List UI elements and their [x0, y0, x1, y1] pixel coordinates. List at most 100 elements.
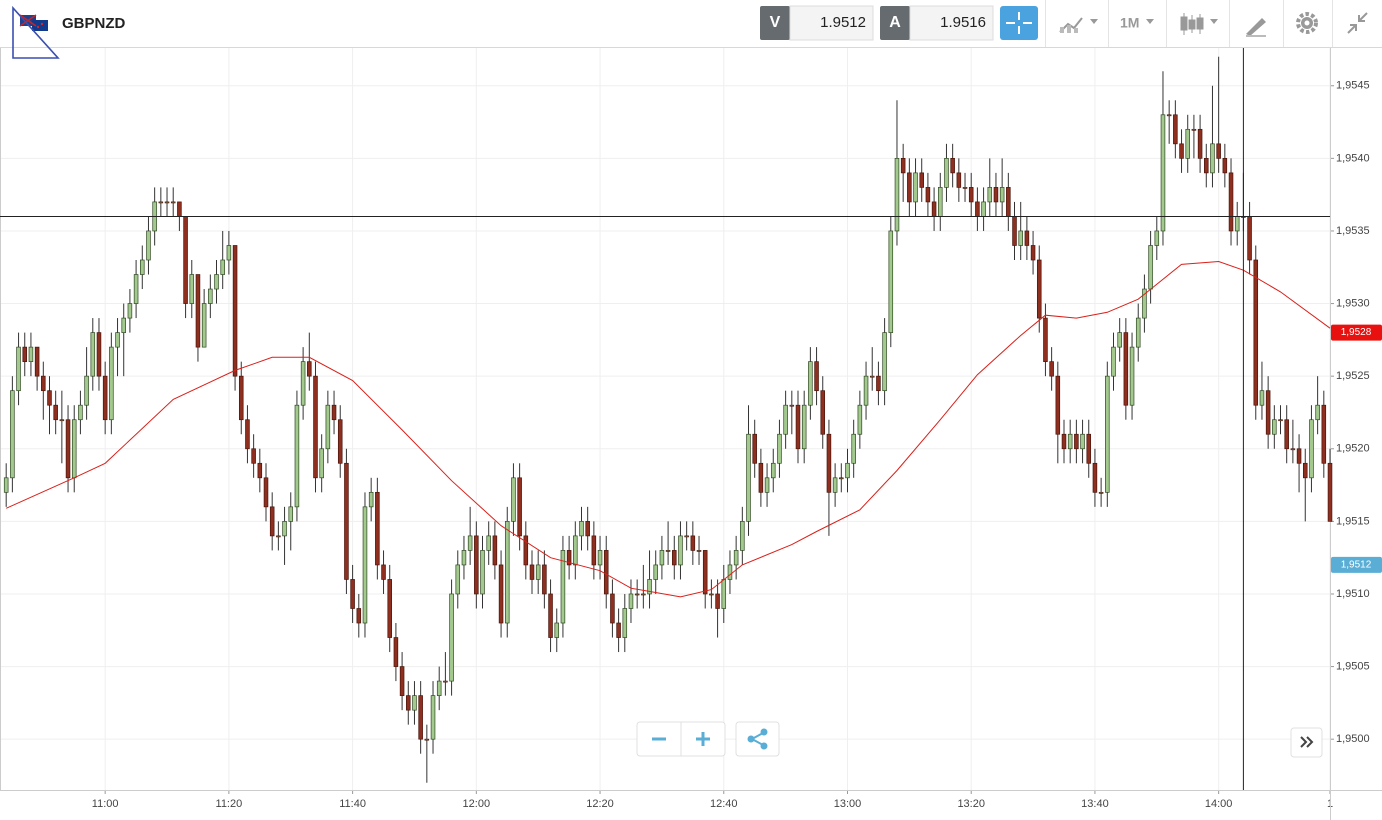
candle-body [381, 564, 386, 580]
candle-body [455, 564, 461, 595]
candle-body [628, 593, 634, 609]
y-tick-label: 1,9540 [1336, 152, 1370, 164]
candle-body [851, 433, 856, 464]
candle-body [869, 375, 875, 378]
candle-body [1321, 404, 1327, 464]
candle-body [832, 477, 838, 493]
bid-badge [760, 6, 790, 40]
candle-body [900, 158, 906, 174]
bid-box[interactable] [789, 5, 874, 41]
x-tick-label: 11:40 [339, 798, 366, 810]
candle-body [925, 187, 931, 203]
candle-body [746, 433, 751, 522]
candle-body [907, 172, 912, 203]
candle-body [956, 172, 962, 188]
candle-body [968, 187, 974, 203]
candle-body [1222, 158, 1228, 174]
candle-body [245, 419, 250, 450]
candle-body [888, 230, 894, 333]
scroll-end-button[interactable] [1290, 727, 1323, 758]
candle-body [375, 491, 380, 566]
candle-body [727, 564, 733, 580]
candle-body [115, 332, 120, 348]
settings-button[interactable] [1296, 12, 1318, 34]
chart-style-button[interactable] [1059, 17, 1098, 33]
candle-body [1160, 114, 1166, 232]
candle-body [573, 535, 578, 566]
candle-body [443, 680, 448, 683]
crosshair-button[interactable] [1000, 6, 1038, 40]
candle-body [257, 462, 263, 479]
candle-type-button[interactable] [1180, 13, 1218, 35]
candle-body [1049, 361, 1054, 377]
candle-body [430, 695, 436, 740]
y-tick-label: 1,9535 [1336, 225, 1370, 237]
candle-body [1210, 143, 1215, 174]
candle-body [709, 593, 714, 596]
candle-body [962, 187, 968, 189]
candle-body [474, 535, 479, 595]
candle-body [325, 404, 331, 450]
candle-body [53, 404, 58, 421]
plot-area: 1,9500 1,9505 1,9510 1,9515 1,9520 1,9525 1,95… [0, 48, 1382, 820]
candle-body [220, 259, 225, 275]
candle-body [950, 158, 955, 174]
bid-label: V [770, 14, 781, 31]
candle-body [399, 666, 405, 696]
ask-price: 1.9516 [940, 14, 986, 31]
price-tag-label: 1,9512 [1341, 560, 1372, 571]
x-tick-label: 11:00 [92, 798, 119, 810]
candle-body [523, 535, 529, 566]
candle-body [201, 303, 207, 348]
candle-body [1086, 433, 1092, 464]
candle-body [616, 622, 621, 638]
x-tick-label: 12:00 [463, 798, 491, 810]
candle-body [121, 317, 126, 333]
candle-body [337, 419, 343, 464]
candle-body [1278, 419, 1283, 422]
candle-body [554, 622, 560, 638]
candle-body [1259, 390, 1265, 406]
y-tick-label: 1,9505 [1336, 660, 1370, 672]
candle-body [1302, 462, 1308, 479]
candle-body [999, 187, 1005, 203]
minimize-button[interactable] [1347, 12, 1368, 34]
candle-body [814, 361, 819, 392]
candle-body [535, 564, 541, 580]
candle-body [634, 593, 640, 596]
candle-body [387, 579, 392, 638]
candle-body [511, 477, 516, 522]
ask-badge [880, 6, 910, 40]
candle-body [740, 521, 745, 551]
candle-body [610, 593, 615, 624]
candle-body [721, 579, 727, 609]
candle-body [1253, 259, 1259, 406]
candle-body [164, 201, 170, 204]
candle-body [1036, 259, 1042, 319]
share-button[interactable] [735, 721, 780, 757]
candle-body [517, 477, 522, 537]
candle-body [808, 361, 813, 406]
candle-body [696, 550, 702, 552]
triangle-drawing [12, 5, 60, 59]
timeframe[interactable]: 1M [1120, 15, 1139, 31]
candle-body [319, 448, 324, 479]
price-tag [1331, 324, 1382, 341]
zoom-in[interactable] [696, 732, 710, 746]
candle-body [715, 593, 720, 609]
ask-box[interactable] [909, 5, 994, 41]
candle-body [300, 361, 306, 406]
candle-body [1284, 419, 1289, 450]
draw-button[interactable] [1246, 18, 1266, 37]
candle-body [1290, 448, 1296, 451]
candle-body [678, 535, 683, 566]
candle-body [1327, 462, 1333, 522]
candle-body [78, 404, 83, 421]
candle-body [1272, 419, 1277, 435]
candle-body [944, 158, 949, 188]
candle-body [1018, 230, 1023, 246]
candle-body [876, 375, 881, 392]
candle-body [16, 346, 21, 392]
candle-body [313, 375, 318, 479]
